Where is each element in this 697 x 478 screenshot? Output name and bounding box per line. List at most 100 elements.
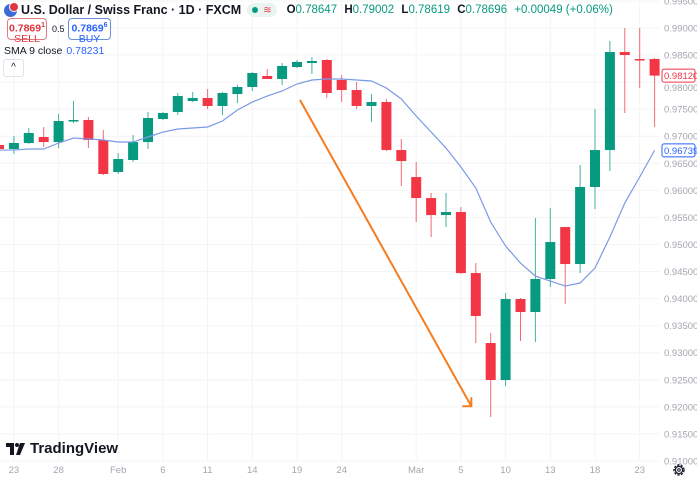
collapse-legend-button[interactable]: ^ bbox=[3, 59, 24, 77]
candle-body bbox=[604, 52, 615, 151]
candle-body bbox=[411, 177, 422, 199]
buy-price: 0.7869 bbox=[71, 22, 104, 35]
time-tick-label: Mar bbox=[408, 465, 424, 476]
sell-price: 0.7869 bbox=[8, 22, 42, 35]
close-label: C bbox=[457, 4, 466, 16]
time-axis[interactable]: 23 28 Feb 6 11 14 19 24 Mar 5 10 13 18 23 bbox=[9, 465, 645, 476]
candle-up bbox=[575, 165, 586, 274]
candle-body bbox=[634, 59, 645, 61]
tradingview-logo[interactable]: TradingView bbox=[6, 440, 118, 457]
candle-up bbox=[172, 92, 183, 116]
candle-body bbox=[292, 61, 302, 68]
candle-down bbox=[560, 227, 571, 305]
open-value: 0.78647 bbox=[295, 4, 338, 16]
market-status[interactable]: ≋ bbox=[247, 3, 277, 17]
price-tick-label: 0.97000 bbox=[664, 132, 697, 143]
time-tick-label: Feb bbox=[110, 465, 126, 476]
buy-button[interactable]: 0.78696 BUY bbox=[68, 18, 111, 44]
price-tick-label: 0.95500 bbox=[664, 213, 697, 224]
candle-body bbox=[336, 80, 347, 91]
candle-up bbox=[306, 57, 317, 75]
sma-price-label-box bbox=[661, 143, 696, 158]
candle-body bbox=[8, 143, 19, 150]
candle-body bbox=[590, 150, 600, 188]
time-tick-label: 23 bbox=[9, 465, 20, 476]
candle-down bbox=[470, 263, 481, 344]
candle-down bbox=[634, 28, 645, 89]
sell-label: SELL bbox=[14, 32, 40, 45]
brand-name: TradingView bbox=[30, 440, 119, 457]
price-tick-label: 0.99000 bbox=[664, 24, 697, 35]
candle-body bbox=[500, 299, 511, 381]
trend-arrow-annotation[interactable] bbox=[299, 99, 473, 408]
candle-body bbox=[396, 150, 407, 162]
price-tick-label: 0.93500 bbox=[664, 321, 697, 332]
settings-gear-icon[interactable] bbox=[672, 463, 686, 477]
candle-body bbox=[68, 120, 79, 122]
candle-down bbox=[649, 57, 660, 128]
low-label: L bbox=[401, 4, 409, 16]
low-value: 0.78619 bbox=[408, 4, 451, 16]
candle-down bbox=[396, 139, 407, 187]
sma-legend[interactable]: SMA 9 close 0.78231 bbox=[4, 45, 104, 57]
time-tick-label: 5 bbox=[458, 465, 463, 476]
candle-body bbox=[649, 59, 660, 76]
price-tick-label: 0.95000 bbox=[664, 240, 697, 251]
price-tick-label: 0.92000 bbox=[664, 402, 697, 413]
candle-body bbox=[217, 92, 228, 106]
candle-down bbox=[262, 69, 273, 79]
wave-icon: ≋ bbox=[263, 4, 272, 16]
candle-body bbox=[143, 118, 153, 143]
sma-line bbox=[0, 78, 656, 287]
sell-button[interactable]: 0.78691 SELL bbox=[7, 18, 47, 44]
candle-up bbox=[128, 134, 139, 163]
time-tick-label: 14 bbox=[247, 465, 258, 476]
candle-down bbox=[83, 117, 94, 149]
last-price-label-box bbox=[661, 68, 696, 83]
candle-body bbox=[619, 52, 630, 56]
spread-value: 0.5 bbox=[52, 24, 65, 34]
symbol-title[interactable]: U.S. Dollar / Swiss Franc · 1D · FXCM bbox=[21, 3, 242, 17]
time-tick-label: 19 bbox=[292, 465, 303, 476]
candles bbox=[0, 28, 660, 418]
arrow-head-icon bbox=[462, 397, 473, 408]
time-tick-label: 10 bbox=[500, 465, 511, 476]
candle-up bbox=[604, 40, 615, 172]
price-tick-label: 0.96500 bbox=[664, 159, 697, 170]
price-tick-label: 0.94500 bbox=[664, 267, 697, 278]
candle-body bbox=[321, 59, 332, 93]
change-value: +0.00049 (+0.06%) bbox=[514, 4, 613, 16]
candle-up bbox=[157, 111, 168, 121]
chart-header: U.S. Dollar / Swiss Franc · 1D · FXCM ≋ … bbox=[4, 1, 613, 18]
sma-value: 0.78231 bbox=[66, 45, 105, 57]
buy-price-pip: 6 bbox=[103, 22, 108, 29]
candle-down bbox=[515, 298, 526, 342]
candle-up bbox=[143, 111, 153, 150]
candle-down bbox=[202, 88, 213, 110]
candle-body bbox=[306, 61, 317, 64]
sma-price-label: 0.96739 bbox=[664, 146, 697, 157]
candle-down bbox=[381, 99, 392, 152]
candle-up bbox=[292, 59, 302, 68]
price-tick-label: 0.94000 bbox=[664, 294, 697, 305]
price-labels: 0.98120 0.96739 bbox=[661, 68, 697, 158]
candle-body bbox=[262, 76, 273, 79]
candle-down bbox=[411, 162, 422, 223]
candle-up bbox=[366, 94, 377, 123]
candle-down bbox=[426, 193, 437, 238]
price-tick-label: 0.97500 bbox=[664, 105, 697, 116]
candle-body bbox=[455, 212, 466, 274]
candle-body bbox=[515, 299, 526, 313]
candle-body bbox=[575, 187, 586, 265]
candle-body bbox=[560, 227, 571, 265]
price-axis[interactable]: 0.99500 0.99000 0.98500 0.98000 0.97500 0.970… bbox=[664, 0, 697, 467]
candle-up bbox=[441, 193, 451, 228]
arrow-shaft[interactable] bbox=[299, 99, 473, 407]
candle-body bbox=[187, 98, 198, 102]
candle-up bbox=[8, 136, 19, 154]
price-tick-label: 0.99500 bbox=[664, 0, 697, 7]
price-tick-label: 0.93000 bbox=[664, 348, 697, 359]
time-tick-label: 23 bbox=[634, 465, 645, 476]
candle-body bbox=[277, 65, 288, 79]
